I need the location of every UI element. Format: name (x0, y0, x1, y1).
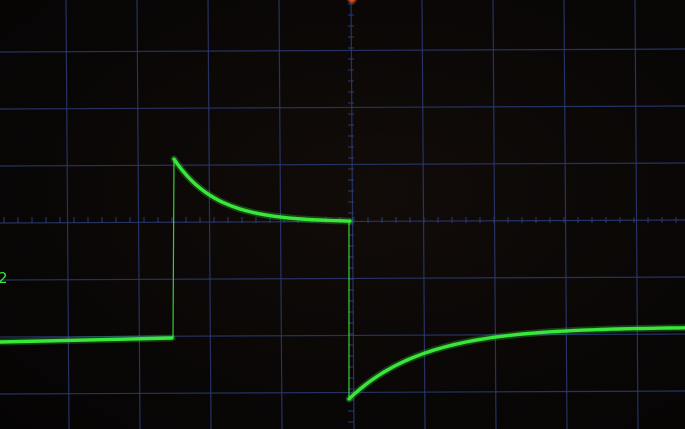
grid-vertical-line (207, 0, 212, 429)
waveform-transition-edges (172, 158, 350, 399)
grid-horizontal-line (0, 105, 685, 110)
grid-horizontal-line (0, 390, 685, 395)
grid-horizontal-line (0, 333, 685, 338)
grid-horizontal-line (0, 276, 685, 281)
grid-vertical-line (278, 0, 283, 429)
waveform-trace (0, 157, 685, 401)
grid-vertical-line (634, 0, 639, 429)
grid-horizontal-line (0, 162, 685, 167)
trigger-position-icon (348, 0, 356, 3)
grid-vertical-line (136, 0, 141, 429)
grid-horizontal-line (0, 48, 685, 53)
grid-vertical-line (563, 0, 568, 429)
grid-vertical-line (421, 0, 426, 429)
channel-2-ground-marker: 2 (0, 269, 8, 287)
grid-vertical-line (492, 0, 497, 429)
grid-vertical-line (350, 0, 355, 429)
grid-vertical-line (65, 0, 70, 429)
center-axes (3, 3, 677, 423)
